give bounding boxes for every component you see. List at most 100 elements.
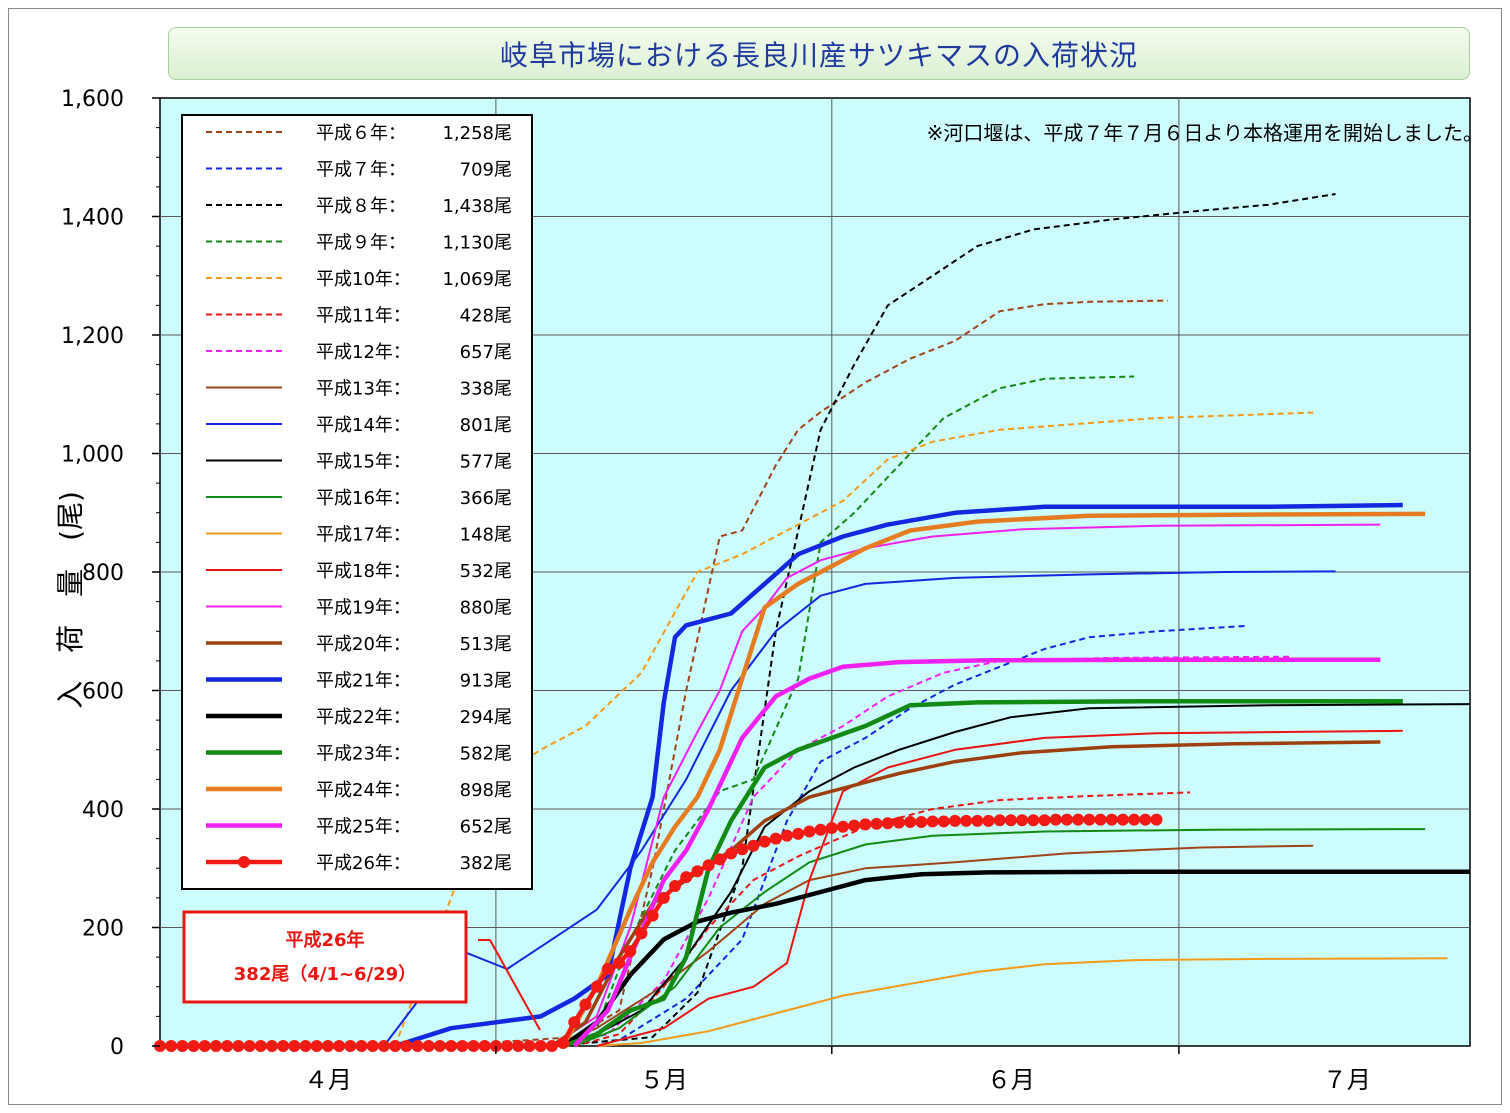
legend-series-name: 平成７年： [316,160,406,181]
series-point [926,815,939,828]
legend-series-name: 平成10年： [316,269,411,290]
series-point [971,814,984,827]
legend-series-total: 577尾 [460,452,512,473]
series-point [523,1040,536,1052]
y-tick-label: 1,600 [61,87,124,112]
series-point [333,1040,346,1052]
legend-series-name: 平成25年： [316,817,411,838]
series-line [551,375,1135,1047]
series-point [915,816,928,829]
series-point [669,880,682,893]
legend-series-total: 657尾 [460,342,512,363]
x-tick-label: ５月 [640,1066,688,1094]
series-point [377,1040,390,1052]
series-point [814,823,827,836]
series-point [881,817,894,830]
series-point [422,1040,435,1052]
series-point [165,1040,178,1052]
series-point [747,839,760,852]
weir-note: ※河口堰は、平成７年７月６日より本格運用を開始しました。 [927,121,1483,145]
series-point [277,1040,290,1052]
series-point [1094,813,1107,826]
series-point [209,1040,222,1052]
legend-series-name: 平成21年： [316,671,411,692]
legend-series-name: 平成16年： [316,488,411,509]
legend-series-name: 平成12年： [316,342,411,363]
series-point [825,821,838,834]
series-point [769,832,782,845]
y-tick-label: 0 [110,1035,124,1060]
y-tick-label: 400 [82,798,124,823]
legend-series-total: 1,130尾 [442,233,512,254]
series-point [859,818,872,831]
series-line [372,299,1168,1047]
series-point [702,859,715,872]
legend-series-total: 652尾 [460,817,512,838]
axes: 0 200 400 600 800 1,000 1,200 1,400 1,600 ４月 ５月 ６月 ７… [61,87,1371,1094]
series-line [551,193,1336,1047]
series-line [574,791,1191,1047]
legend-series-total: 913尾 [460,671,512,692]
series-point [803,825,816,838]
series-line [561,511,1426,1048]
series-point [1105,813,1118,826]
legend-series-total: 382尾 [460,853,512,874]
series-point [400,1040,413,1052]
callout-total: 382尾（4/1~6/29） [234,964,416,985]
series-point [948,814,961,827]
series-point [344,1040,357,1052]
legend-series-name: 平成13年： [316,379,411,400]
series-point [310,1040,323,1052]
series-point [254,1040,267,1052]
series-point [781,829,794,842]
series-point [411,1040,424,1052]
legend-series-total: 709尾 [460,160,512,181]
series-line [550,740,1381,1048]
callout: 平成26年 382尾（4/1~6/29） [182,910,541,1031]
legend-series-name: 平成19年： [316,598,411,619]
y-tick-label: 200 [82,917,124,942]
series-point [657,891,670,904]
x-tick-label: ４月 [304,1066,352,1094]
series-line [596,957,1448,1047]
y-axis-label: 入 荷 量 (尾) [54,491,87,709]
callout-box [182,910,468,1004]
y-tick-label: 600 [82,680,124,705]
series-point [713,853,726,866]
legend-series-name: 平成17年： [316,525,411,546]
series-point [892,816,905,829]
series-point [624,945,637,958]
series-point [243,1040,256,1052]
legend-series-total: 582尾 [460,744,512,765]
series-point [1072,813,1085,826]
x-tick-label: ６月 [987,1066,1035,1094]
series-point [680,871,693,884]
series-point [1016,814,1029,827]
legend-series-total: 294尾 [460,707,512,728]
series-point [1139,813,1152,826]
series-point [478,1040,491,1052]
legend-series-total: 338尾 [460,379,512,400]
series-point [590,980,603,993]
y-tick-label: 1,400 [61,206,124,231]
series-point [1004,814,1017,827]
legend-series-total: 513尾 [460,634,512,655]
series-point [579,998,592,1011]
legend-series-total: 366尾 [460,488,512,509]
series-point [993,814,1006,827]
series-point [512,1040,525,1052]
series-line [561,869,1470,1048]
callout-pointer [489,939,541,1031]
legend-series-name: 平成20年： [316,634,411,655]
legend-series-total: 148尾 [460,525,512,546]
series-point [545,1040,558,1052]
series-point [389,1040,402,1052]
series-point [937,815,950,828]
legend-series-name: 平成８年： [316,196,406,217]
series-point [613,957,626,970]
legend-series-name: 平成22年： [316,707,411,728]
series-point [635,927,648,940]
series-line [596,729,1403,1047]
